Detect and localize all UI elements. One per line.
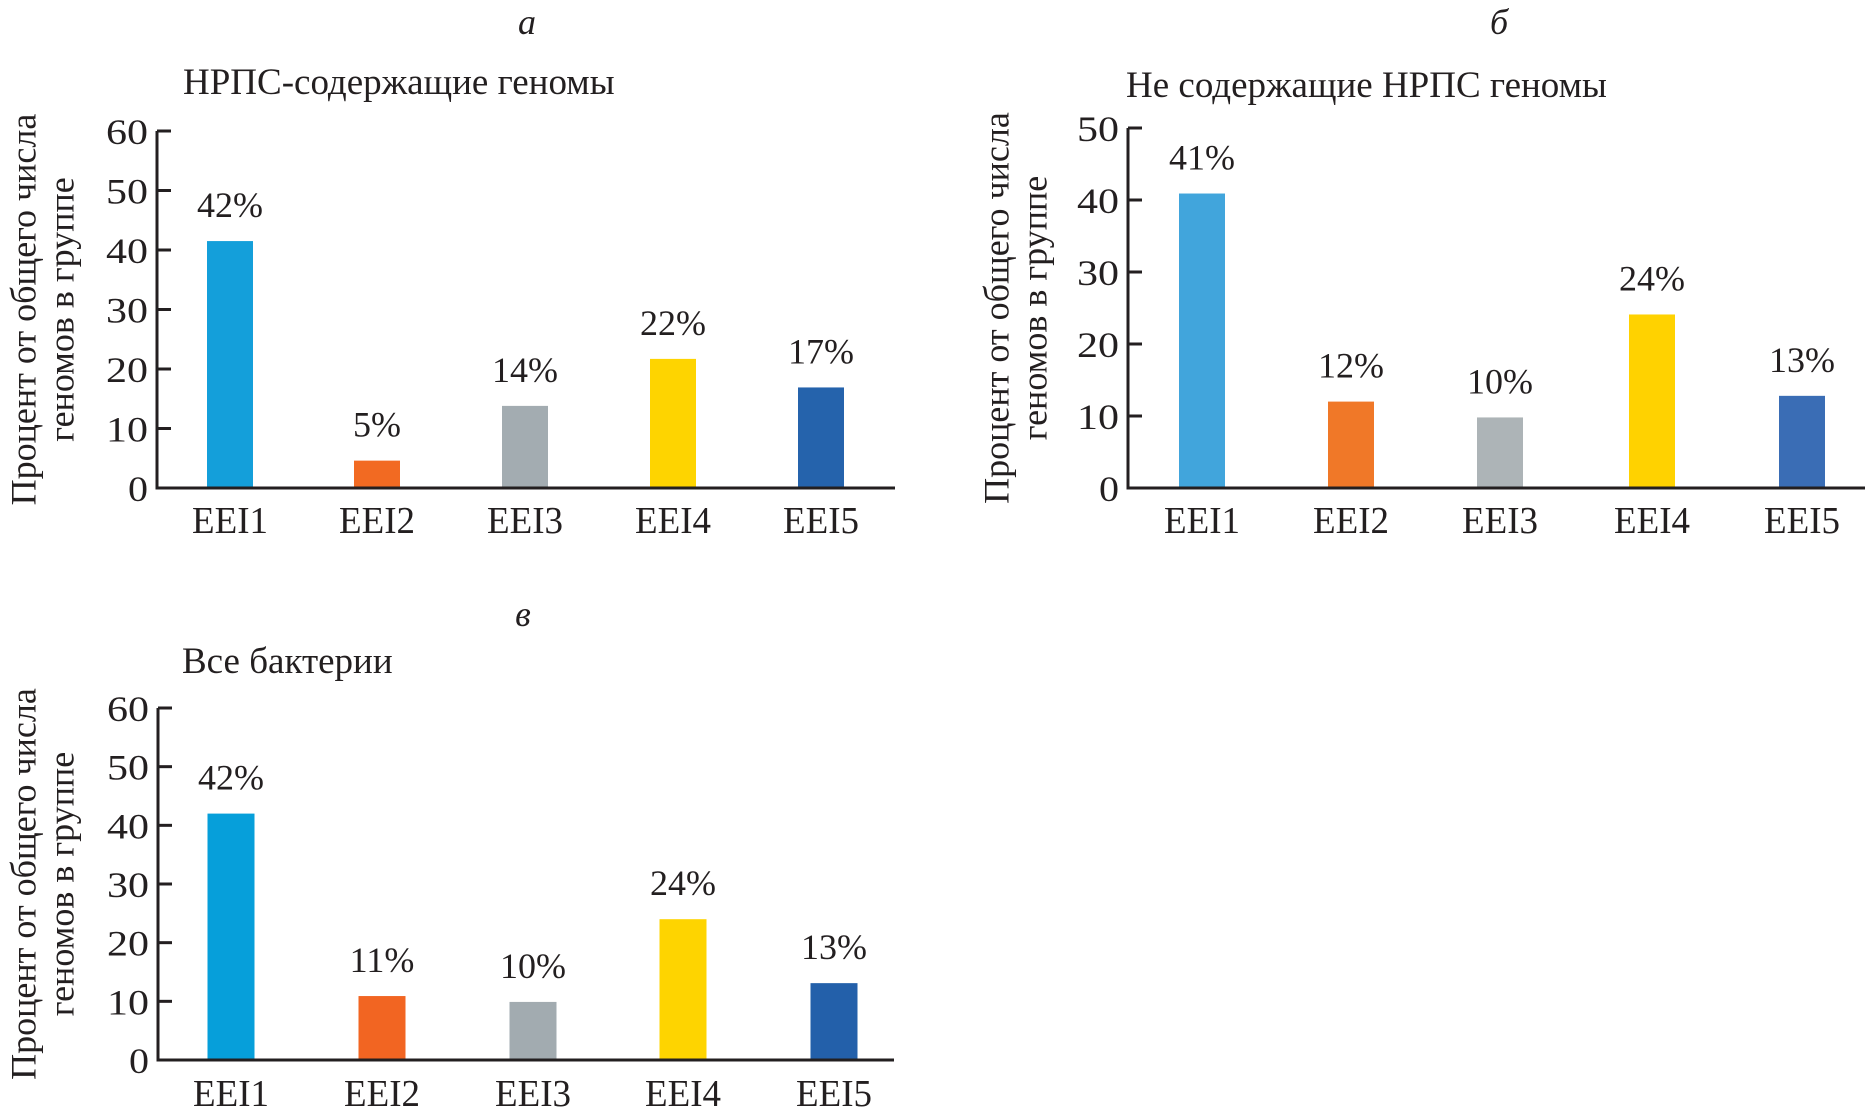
data-label-eei2: 11% bbox=[350, 940, 415, 980]
bar-eei5 bbox=[798, 387, 844, 488]
x-tick-label-eei4: EEI4 bbox=[1614, 500, 1690, 542]
data-label-eei2: 5% bbox=[353, 405, 401, 445]
y-axis-label-line-1: Процент от общего числа bbox=[976, 112, 1016, 504]
bar-eei3 bbox=[1477, 417, 1523, 488]
data-label-eei5: 13% bbox=[801, 927, 867, 967]
bar-eei3 bbox=[502, 405, 548, 488]
y-tick-label: 30 bbox=[106, 291, 148, 331]
data-label-eei2: 12% bbox=[1318, 346, 1384, 386]
y-tick-label: 30 bbox=[1077, 253, 1119, 293]
y-tick-label: 0 bbox=[128, 469, 148, 509]
y-axis-label-line-1: Процент от общего числа bbox=[3, 114, 43, 506]
panel-letter: б bbox=[1490, 2, 1510, 42]
data-label-eei3: 10% bbox=[500, 946, 566, 986]
bar-eei4 bbox=[1629, 314, 1675, 488]
panel-b: б Не содержащие НРПС геномы Процент от общ… bbox=[976, 2, 1865, 542]
x-tick-label-eei5: EEI5 bbox=[796, 1073, 872, 1115]
data-label-eei5: 17% bbox=[788, 331, 854, 371]
y-tick-label: 40 bbox=[107, 806, 149, 846]
bar-eei2 bbox=[1328, 401, 1374, 488]
y-axis-label-line-2: геномов в группе bbox=[41, 177, 81, 441]
data-label-eei3: 10% bbox=[1467, 361, 1533, 401]
y-tick-label: 0 bbox=[1099, 469, 1119, 509]
y-axis-label-line-1: Процент от общего числа bbox=[3, 688, 43, 1080]
bar-eei2 bbox=[354, 460, 400, 488]
data-label-eei5: 13% bbox=[1769, 340, 1835, 380]
y-tick-label: 50 bbox=[1077, 109, 1119, 149]
x-tick-label-eei4: EEI4 bbox=[635, 500, 711, 542]
bar-eei5 bbox=[1779, 395, 1825, 488]
chart-title: Не содержащие НРПС геномы bbox=[1126, 65, 1607, 106]
data-label-eei4: 24% bbox=[1619, 258, 1685, 298]
x-tick-label-eei5: EEI5 bbox=[783, 500, 859, 542]
y-axis-label-line-2: геномов в группе bbox=[41, 752, 81, 1016]
x-tick-label-eei3: EEI3 bbox=[487, 500, 563, 542]
x-tick-label-eei1: EEI1 bbox=[192, 500, 268, 542]
bar-eei1 bbox=[1179, 193, 1225, 488]
y-tick-label: 50 bbox=[106, 172, 148, 212]
y-axis-label-line-2: геномов в группе bbox=[1014, 176, 1054, 440]
y-tick-label: 40 bbox=[106, 231, 148, 271]
bar-eei5 bbox=[810, 983, 858, 1060]
bar-eei4 bbox=[650, 358, 696, 488]
x-tick-label-eei5: EEI5 bbox=[1764, 500, 1840, 542]
y-tick-label: 60 bbox=[107, 689, 149, 729]
bar-eei3 bbox=[509, 1001, 557, 1060]
bar-eei2 bbox=[358, 996, 406, 1060]
x-tick-label-eei2: EEI2 bbox=[339, 500, 415, 542]
y-tick-label: 10 bbox=[1077, 397, 1119, 437]
y-tick-label: 30 bbox=[107, 865, 149, 905]
x-tick-label-eei4: EEI4 bbox=[645, 1073, 721, 1115]
x-tick-label-eei3: EEI3 bbox=[1462, 500, 1538, 542]
chart-title: НРПС-содержащие геномы bbox=[183, 62, 615, 103]
y-tick-label: 10 bbox=[106, 410, 148, 450]
x-tick-label-eei2: EEI2 bbox=[344, 1073, 420, 1115]
bar-eei1 bbox=[207, 813, 255, 1060]
y-tick-label: 40 bbox=[1077, 181, 1119, 221]
chart-title: Все бактерии bbox=[182, 641, 393, 682]
y-tick-label: 60 bbox=[106, 112, 148, 152]
bar-eei1 bbox=[207, 241, 253, 488]
panel-letter: а bbox=[518, 2, 536, 42]
panel-a: а НРПС-содержащие геномы Процент от общего… bbox=[3, 2, 895, 542]
bar-eei4 bbox=[659, 919, 707, 1060]
x-tick-label-eei1: EEI1 bbox=[1164, 500, 1240, 542]
x-tick-label-eei3: EEI3 bbox=[495, 1073, 571, 1115]
y-tick-label: 20 bbox=[106, 350, 148, 390]
y-tick-label: 0 bbox=[129, 1041, 149, 1081]
panel-letter: в bbox=[515, 594, 531, 634]
y-tick-label: 20 bbox=[107, 924, 149, 964]
data-label-eei1: 41% bbox=[1169, 138, 1235, 178]
x-tick-label-eei2: EEI2 bbox=[1313, 500, 1389, 542]
data-label-eei1: 42% bbox=[197, 185, 263, 225]
panel-c: в Все бактерии Процент от общего числагено… bbox=[3, 594, 894, 1115]
y-tick-label: 50 bbox=[107, 748, 149, 788]
y-tick-label: 20 bbox=[1077, 325, 1119, 365]
data-label-eei4: 24% bbox=[650, 863, 716, 903]
data-label-eei3: 14% bbox=[492, 350, 558, 390]
data-label-eei1: 42% bbox=[198, 758, 264, 798]
data-label-eei4: 22% bbox=[640, 303, 706, 343]
x-tick-label-eei1: EEI1 bbox=[193, 1073, 269, 1115]
y-tick-label: 10 bbox=[107, 982, 149, 1022]
